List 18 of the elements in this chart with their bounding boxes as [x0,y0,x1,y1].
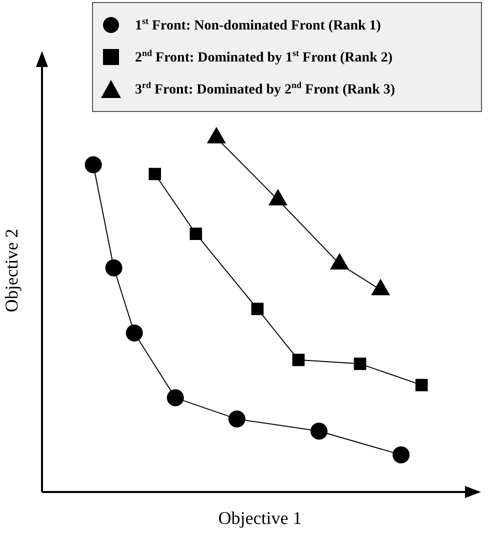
point [190,228,202,240]
point [251,302,264,316]
point [354,358,366,370]
point [310,422,328,440]
legend-label: 3$^{rd}$ Front: Dominated by 2$^{nd}$ Front (Rank 3) [135,80,396,98]
point [292,354,305,366]
x-axis-title: Objective 1 [217,508,303,529]
point [126,324,143,342]
point [105,259,122,276]
point [166,389,184,406]
point [415,378,428,392]
point [84,156,102,174]
legend-label: 1$^{st}$ Front: Non-dominated Front (Rank 1) [135,16,381,34]
point [148,168,162,180]
point [228,410,246,428]
point [392,446,410,464]
legend-label: 2$^{nd}$ Front: Dominated by 1$^{st}$ Front (Rank 2) [135,48,393,66]
y-axis-title: Objective 2 [2,228,22,314]
